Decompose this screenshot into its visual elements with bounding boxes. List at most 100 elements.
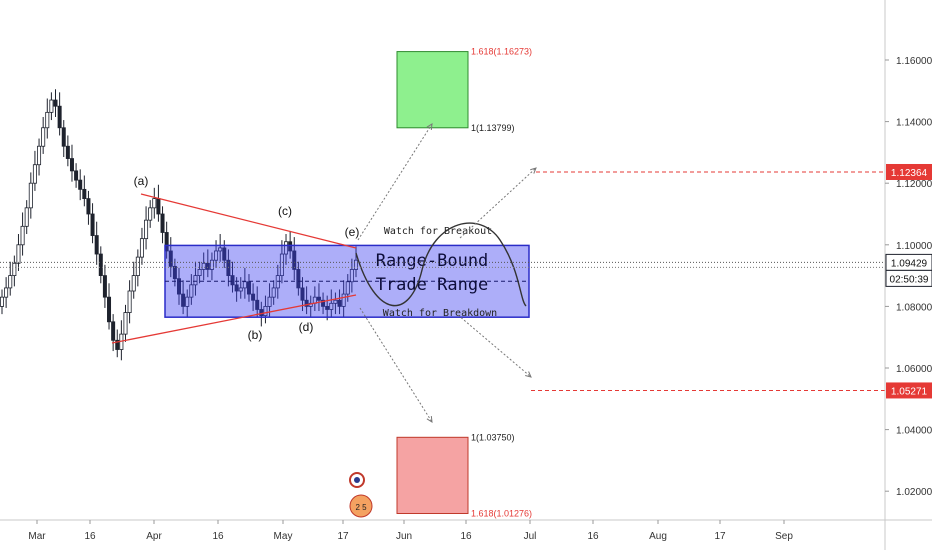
x-tick-label: Mar	[28, 531, 46, 542]
candle-body	[255, 299, 260, 310]
candle-body	[349, 269, 354, 283]
wave-label: (a)	[134, 174, 149, 188]
candle-body	[205, 262, 210, 270]
upper-target-box	[396, 51, 469, 129]
candle-body	[209, 259, 214, 270]
y-tick-label: 1.06000	[896, 364, 932, 375]
x-tick-label: Apr	[146, 531, 162, 542]
candle-body	[168, 250, 173, 267]
candle-body	[57, 105, 62, 129]
upper-target-1-label: 1(1.13799)	[471, 123, 515, 133]
x-tick-label: Sep	[775, 531, 793, 542]
award-icon-center	[354, 477, 360, 483]
candle-body	[123, 312, 128, 335]
y-tick-label: 1.16000	[896, 56, 932, 67]
candle-body	[107, 296, 112, 323]
candle-body	[267, 296, 272, 307]
breakdown-note: Watch for Breakdown	[383, 308, 497, 319]
candle-body	[0, 296, 4, 307]
candle-body	[234, 284, 239, 292]
candle-body	[304, 299, 309, 307]
candle-body	[181, 293, 186, 307]
candle-body	[152, 198, 157, 209]
candle-body	[127, 290, 132, 313]
candle-body	[197, 269, 202, 277]
candle-body	[288, 241, 293, 252]
lower-target-1618-label: 1.618(1.01276)	[471, 508, 532, 518]
candle-body	[12, 262, 17, 276]
x-tick-label: Jun	[396, 531, 412, 542]
candle-body	[218, 247, 223, 252]
candle-body	[115, 339, 120, 350]
wave-label: (d)	[299, 320, 314, 334]
candle-body	[111, 321, 116, 341]
candle-body	[94, 235, 99, 255]
candle-body	[201, 262, 206, 270]
x-tick-label: 17	[714, 531, 726, 542]
candle-body	[296, 269, 301, 289]
candles	[0, 89, 358, 361]
price-badge-red-low	[886, 382, 932, 399]
candle-body	[259, 309, 264, 317]
candle-body	[74, 170, 79, 181]
y-tick-label: 1.08000	[896, 302, 932, 313]
price-badge-label: 1.12364	[891, 168, 928, 179]
candle-body	[102, 275, 107, 298]
candle-body	[4, 287, 9, 298]
candle-body	[131, 275, 136, 292]
projection-arrowhead	[530, 167, 537, 174]
y-tick-label: 1.10000	[896, 241, 932, 252]
range-label-line1: Range-Bound	[376, 251, 489, 271]
candle-body	[292, 250, 297, 270]
candle-body	[41, 127, 46, 147]
candle-body	[325, 305, 330, 310]
upper-target-1618-label: 1.618(1.16273)	[471, 47, 532, 57]
projection-arrow	[459, 167, 537, 239]
projection-arrowhead	[426, 123, 433, 131]
candle-body	[284, 241, 289, 255]
price-badge-label: 1.09429	[891, 258, 928, 269]
breakout-note: Watch for Breakout	[384, 226, 492, 237]
candle-body	[82, 188, 87, 200]
candle-body	[20, 225, 25, 246]
candle-body	[28, 182, 33, 209]
projection-arrowhead	[426, 415, 433, 423]
projection-arrow	[359, 307, 433, 423]
x-tick-label: Jul	[524, 531, 537, 542]
x-tick-label: 16	[460, 531, 472, 542]
candle-body	[45, 111, 50, 129]
projection-arrowhead	[525, 371, 532, 378]
candle-body	[49, 99, 54, 113]
triangle-lower-line	[111, 294, 357, 344]
x-tick-label: 16	[587, 531, 599, 542]
candle-body	[32, 164, 37, 184]
x-tick-label: 17	[337, 531, 349, 542]
candle-body	[222, 247, 227, 261]
candle-body	[16, 244, 21, 264]
y-tick-label: 1.12000	[896, 179, 932, 190]
candle-body	[160, 213, 165, 233]
wave-label: (b)	[248, 328, 263, 342]
candle-body	[172, 265, 177, 280]
candle-body	[8, 275, 13, 289]
candle-body	[24, 207, 29, 227]
candle-body	[164, 232, 169, 252]
candle-body	[90, 213, 95, 236]
price-badge-label: 1.05271	[891, 386, 928, 397]
lower-target-1-label: 1(1.03750)	[471, 432, 515, 442]
wave-label: (e)	[345, 225, 360, 239]
candle-body	[329, 302, 334, 310]
candle-body	[189, 284, 194, 298]
candle-body	[148, 207, 153, 221]
wave-label: (c)	[278, 204, 292, 218]
projection-arrow	[357, 123, 433, 241]
candle-body	[263, 305, 268, 317]
coin-icon-label: 2 5	[355, 503, 367, 512]
candle-body	[300, 287, 305, 301]
candle-body	[353, 259, 358, 270]
candle-body	[78, 179, 83, 190]
candle-body	[337, 299, 342, 307]
candle-body	[226, 259, 231, 277]
